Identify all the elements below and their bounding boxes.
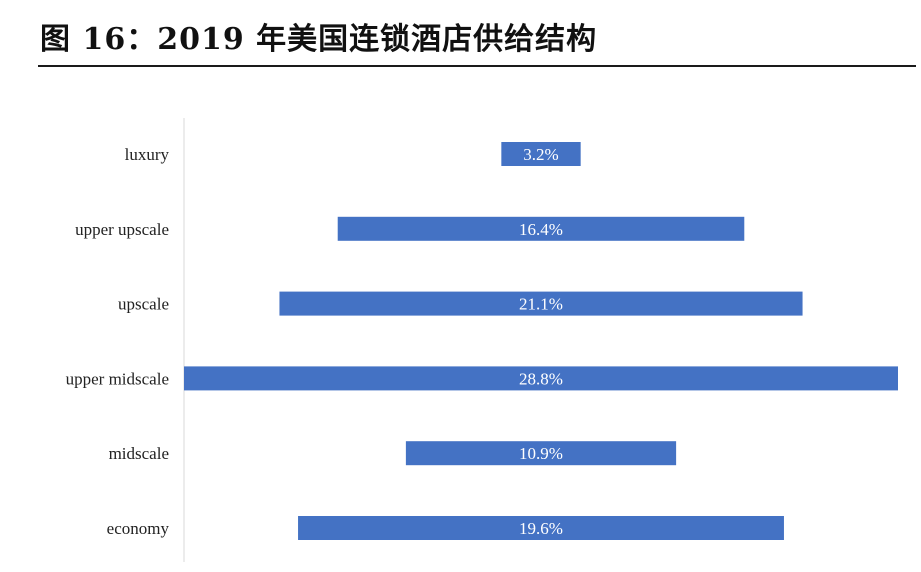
bar-upper-upscale (337, 216, 745, 241)
value-label: 16.4% (519, 220, 563, 239)
value-label: 19.6% (519, 519, 563, 538)
page-title: 图 16：2019 年美国连锁酒店供给结构 (40, 22, 598, 57)
category-label: luxury (125, 145, 170, 164)
category-label: upscale (118, 295, 169, 314)
category-label: upper midscale (66, 369, 169, 388)
title-divider (38, 65, 916, 67)
category-label: economy (107, 519, 170, 538)
value-label: 28.8% (519, 369, 563, 388)
bar-economy (298, 516, 784, 540)
value-label: 10.9% (519, 444, 563, 463)
value-label: 21.1% (519, 295, 563, 314)
category-label: midscale (109, 444, 169, 463)
bar-midscale (405, 441, 677, 466)
bars-layer: luxury 3.2% upper upscale 16.4% upscale 21.1%… (66, 142, 898, 540)
bar-luxury (501, 142, 581, 166)
category-label: upper upscale (75, 220, 169, 239)
value-label: 3.2% (523, 145, 558, 164)
bar-upscale (279, 291, 803, 316)
bar-upper-midscale (184, 366, 898, 391)
